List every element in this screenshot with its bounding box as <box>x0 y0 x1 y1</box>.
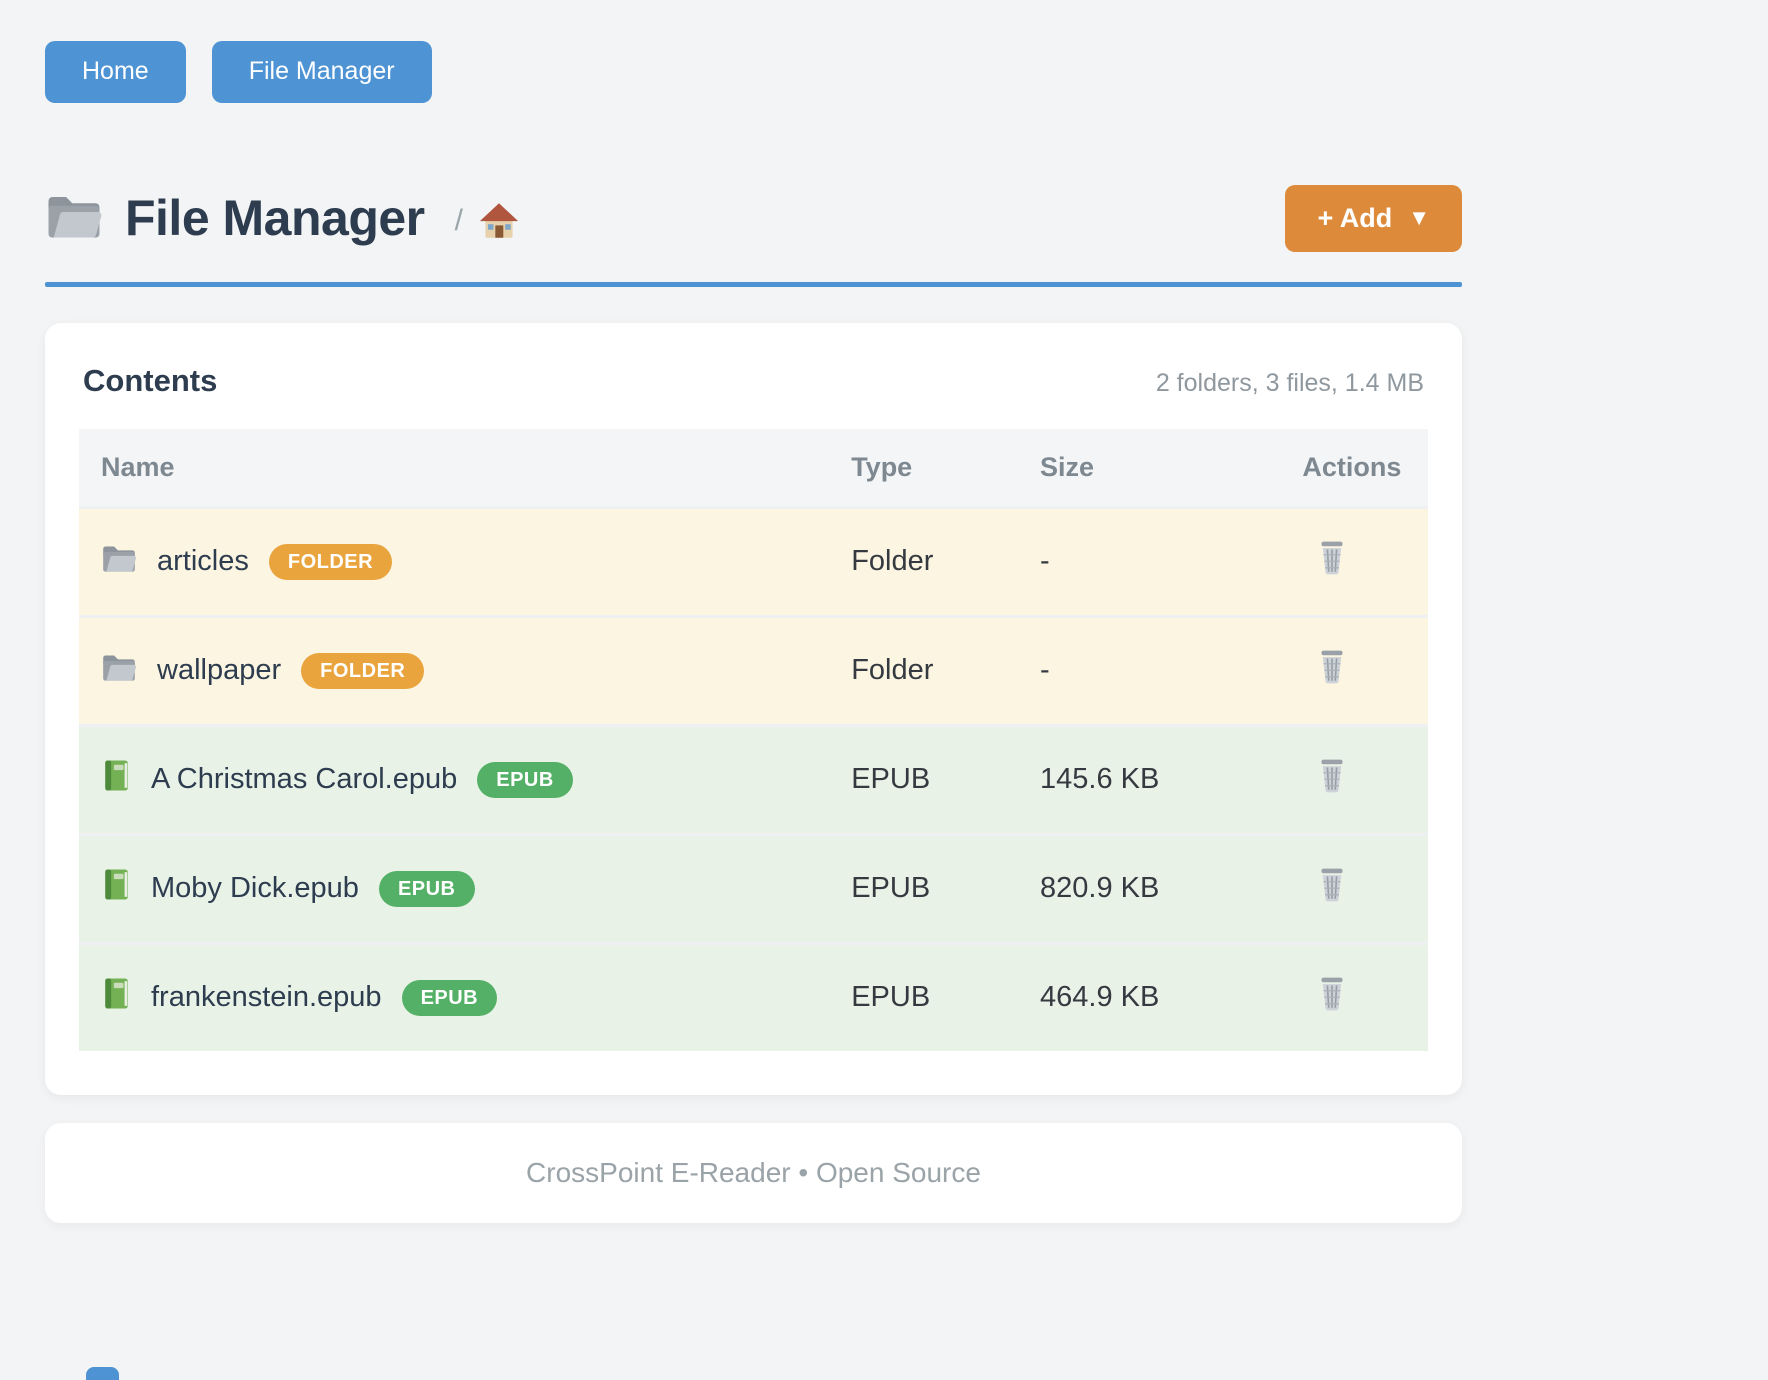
house-icon[interactable] <box>479 202 519 242</box>
file-type: Folder <box>841 614 1031 725</box>
type-badge: FOLDER <box>268 543 393 580</box>
page-header: File Manager / + Add ▼ <box>45 184 1462 252</box>
folder-row: articles FOLDER Folder - <box>79 505 1428 616</box>
column-header-name: Name <box>79 428 842 507</box>
page-title: File Manager <box>125 190 425 246</box>
file-name[interactable]: frankenstein.epub <box>151 981 382 1013</box>
table-header-row: Name Type Size Actions <box>79 428 1428 507</box>
green-book-icon <box>101 758 131 801</box>
file-type: EPUB <box>841 832 1031 943</box>
file-type: EPUB <box>841 941 1031 1051</box>
trash-icon[interactable] <box>1316 539 1348 577</box>
file-name[interactable]: A Christmas Carol.epub <box>151 763 458 795</box>
file-type: Folder <box>841 505 1031 616</box>
trash-icon[interactable] <box>1316 757 1348 795</box>
top-nav: Home File Manager <box>45 0 1462 103</box>
add-button-label: + Add <box>1317 202 1393 233</box>
file-row: frankenstein.epub EPUB EPUB 464.9 KB <box>79 941 1428 1051</box>
contents-summary: 2 folders, 3 files, 1.4 MB <box>1155 368 1424 397</box>
file-size: 464.9 KB <box>1030 941 1287 1051</box>
contents-card: Contents 2 folders, 3 files, 1.4 MB Name… <box>45 322 1462 1095</box>
folder-icon <box>101 651 137 691</box>
file-name[interactable]: Moby Dick.epub <box>151 872 359 904</box>
caret-down-icon: ▼ <box>1408 205 1430 230</box>
type-badge: FOLDER <box>301 652 425 689</box>
header-divider <box>45 281 1462 287</box>
nav-file-manager-button[interactable]: File Manager <box>211 41 432 103</box>
breadcrumb-separator: / <box>454 204 463 237</box>
add-button[interactable]: + Add ▼ <box>1285 184 1462 252</box>
footer: CrossPoint E-Reader • Open Source <box>45 1122 1462 1223</box>
type-badge: EPUB <box>401 979 498 1016</box>
trash-icon[interactable] <box>1316 648 1348 686</box>
green-book-icon <box>101 976 131 1019</box>
file-name[interactable]: wallpaper <box>157 654 282 686</box>
file-table: Name Type Size Actions articles FOLDER <box>79 428 1428 1051</box>
folder-icon <box>101 542 137 582</box>
file-size: - <box>1030 505 1287 616</box>
footer-text: CrossPoint E-Reader • Open Source <box>526 1156 981 1188</box>
column-header-actions: Actions <box>1286 428 1428 507</box>
file-size: 820.9 KB <box>1030 832 1287 943</box>
trash-icon[interactable] <box>1316 866 1348 904</box>
nav-home-button[interactable]: Home <box>45 41 186 103</box>
type-badge: EPUB <box>477 761 573 798</box>
trash-icon[interactable] <box>1316 975 1348 1013</box>
green-book-icon <box>101 867 131 910</box>
folder-row: wallpaper FOLDER Folder - <box>79 614 1428 725</box>
contents-card-header: Contents 2 folders, 3 files, 1.4 MB <box>79 363 1428 399</box>
column-header-size: Size <box>1030 428 1287 507</box>
file-row: Moby Dick.epub EPUB EPUB 820.9 KB <box>79 832 1428 943</box>
file-name[interactable]: articles <box>157 545 249 577</box>
file-size: - <box>1030 614 1287 725</box>
page-container: Home File Manager File Manager / + Add ▼… <box>45 0 1462 1223</box>
folder-icon <box>45 190 103 246</box>
contents-heading: Contents <box>83 362 218 398</box>
file-row: A Christmas Carol.epub EPUB EPUB 145.6 K… <box>79 723 1428 834</box>
file-type: EPUB <box>841 723 1031 834</box>
cutoff-blue-button[interactable] <box>86 1367 119 1380</box>
column-header-type: Type <box>841 428 1031 507</box>
type-badge: EPUB <box>378 870 475 907</box>
file-size: 145.6 KB <box>1030 723 1287 834</box>
